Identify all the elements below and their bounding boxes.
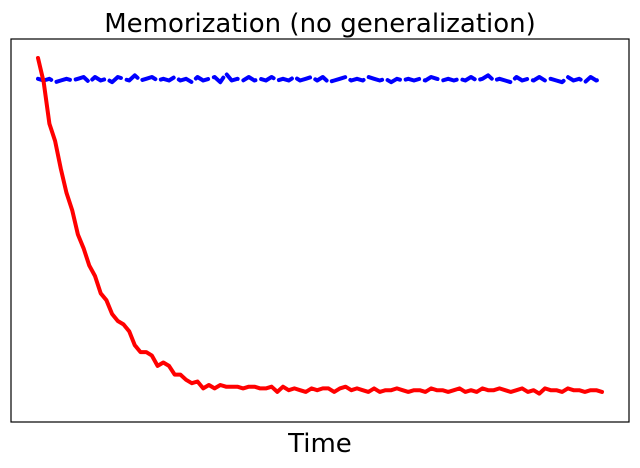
plot-area-frame — [10, 38, 630, 423]
chart-title: Memorization (no generalization) — [104, 9, 536, 39]
x-axis-label: Time — [287, 429, 352, 459]
series-line-dashed-blue — [36, 71, 604, 85]
series-layer — [36, 56, 604, 396]
series-line-solid-red — [36, 56, 604, 396]
